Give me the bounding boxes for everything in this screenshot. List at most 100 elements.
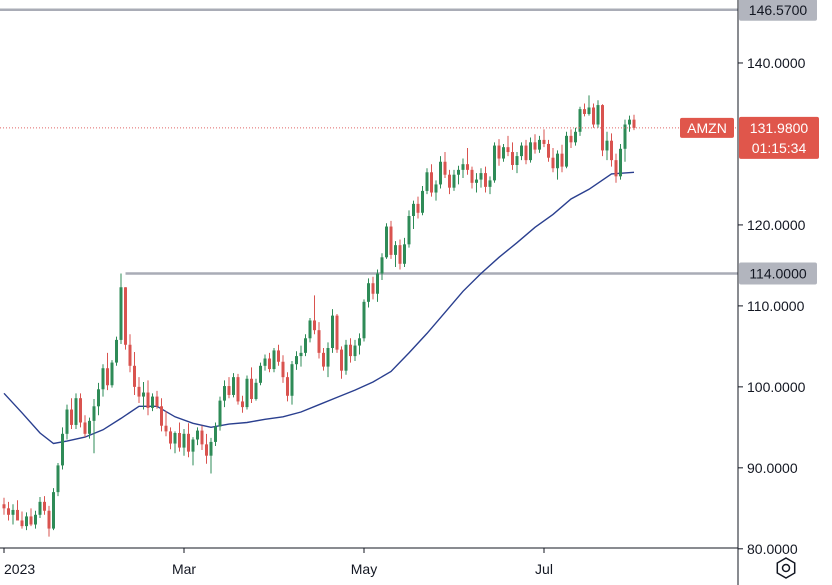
symbol-label: AMZN xyxy=(687,120,727,136)
candle-body xyxy=(214,426,217,442)
candle-body xyxy=(371,283,375,294)
candle-body xyxy=(632,119,636,128)
candle-body xyxy=(200,430,204,445)
candle-body xyxy=(322,352,325,367)
candlesticks xyxy=(2,95,636,537)
candle-body xyxy=(52,492,55,529)
candle-body xyxy=(164,425,168,432)
candle-body xyxy=(569,135,573,143)
candle-body xyxy=(281,361,285,378)
candle-body xyxy=(232,377,235,395)
x-tick-label: May xyxy=(351,561,377,577)
candle-body xyxy=(2,504,6,509)
candle-body xyxy=(47,510,51,529)
level-price-label: 114.0000 xyxy=(749,266,807,282)
candle-body xyxy=(70,409,73,425)
candle-body xyxy=(596,105,600,125)
candle-body xyxy=(173,433,177,444)
candle-body xyxy=(506,147,510,153)
candle-body xyxy=(479,173,483,180)
candle-body xyxy=(272,350,276,370)
candle-body xyxy=(614,160,618,177)
candle-body xyxy=(434,184,438,193)
candle-body xyxy=(34,514,37,525)
x-tick-label: 2023 xyxy=(4,561,35,577)
candle-body xyxy=(254,382,258,400)
candle-body xyxy=(349,344,352,357)
y-tick-label: 100.0000 xyxy=(747,379,806,395)
candle-body xyxy=(250,378,253,400)
candle-body xyxy=(488,180,492,187)
candle-body xyxy=(529,142,532,161)
candle-body xyxy=(362,301,366,339)
candle-body xyxy=(245,378,249,408)
candle-body xyxy=(133,365,136,387)
candle-body xyxy=(304,338,307,353)
candle-body xyxy=(497,145,501,159)
candle-body xyxy=(448,174,451,188)
candle-body xyxy=(286,377,289,396)
y-tick-label: 90.0000 xyxy=(747,460,798,476)
candle-body xyxy=(110,362,114,386)
moving-average-line xyxy=(3,171,635,445)
level-price-tag xyxy=(739,0,817,21)
y-tick-label: 110.0000 xyxy=(747,298,805,314)
candle-body xyxy=(97,389,100,407)
candle-body xyxy=(209,441,213,456)
candle-body xyxy=(461,164,465,170)
candle-body xyxy=(61,433,64,466)
candle-body xyxy=(610,140,613,161)
y-tick-label: 80.0000 xyxy=(747,541,798,557)
candle-body xyxy=(43,501,46,511)
candle-body xyxy=(556,153,559,169)
candle-body xyxy=(92,406,96,421)
candle-body xyxy=(56,465,60,493)
moving-average xyxy=(3,171,635,445)
candle-body xyxy=(146,392,150,408)
candle-body xyxy=(11,509,15,515)
candle-body xyxy=(457,169,460,175)
candle-body xyxy=(241,401,244,408)
candle-body xyxy=(317,330,321,353)
candle-body xyxy=(191,439,195,452)
candle-body xyxy=(601,105,604,151)
candle-body xyxy=(623,124,627,149)
candle-body xyxy=(470,169,474,183)
settings-icon[interactable] xyxy=(776,557,796,579)
candle-body xyxy=(358,338,361,346)
candle-body xyxy=(313,320,316,331)
candle-body xyxy=(565,135,568,167)
candle-body xyxy=(547,143,550,158)
candle-body xyxy=(425,172,429,191)
candle-body xyxy=(394,245,397,255)
candle-body xyxy=(79,398,82,423)
candle-body xyxy=(560,153,564,167)
candle-body xyxy=(493,145,496,181)
symbol-tag xyxy=(680,117,734,138)
candle-body xyxy=(398,245,402,264)
candle-body xyxy=(295,356,298,365)
candle-body xyxy=(223,386,226,401)
y-tick-label: 120.0000 xyxy=(747,217,806,233)
candle-body xyxy=(583,109,586,114)
time-axis[interactable]: 2023 Mar May Jul xyxy=(3,548,553,577)
candle-body xyxy=(155,396,159,407)
countdown-label: 01:15:34 xyxy=(752,140,807,156)
price-tags: 146.5700 114.0000 AMZN 131.9800 01:15:34 xyxy=(680,0,819,285)
candle-body xyxy=(452,174,456,188)
candle-body xyxy=(124,287,127,345)
candle-body xyxy=(65,409,69,434)
candle-body xyxy=(182,433,186,448)
candle-body xyxy=(160,406,163,426)
candle-body xyxy=(16,509,19,521)
candle-body xyxy=(538,139,541,150)
candle-body xyxy=(115,339,118,363)
candle-body xyxy=(299,352,303,357)
x-tick-label: Jul xyxy=(535,561,553,577)
price-axis[interactable]: 140.0000 120.0000 110.0000 100.0000 90.0000 8… xyxy=(738,55,806,557)
candle-body xyxy=(524,145,528,161)
candle-body xyxy=(466,164,469,170)
candle-body xyxy=(88,420,91,434)
candle-body xyxy=(430,172,433,193)
